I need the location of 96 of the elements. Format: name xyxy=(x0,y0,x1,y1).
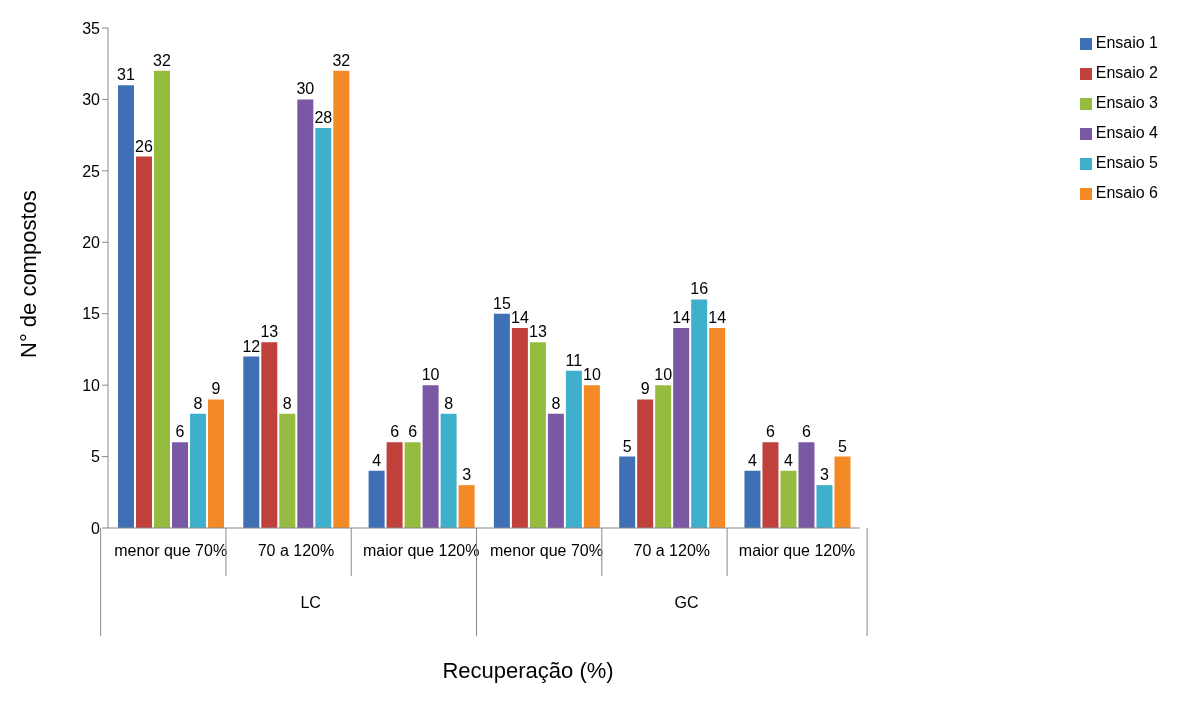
data-label: 8 xyxy=(551,394,561,412)
x-tick-label: maior que 120% xyxy=(738,542,856,559)
data-label: 10 xyxy=(582,366,601,384)
data-label: 9 xyxy=(640,380,650,398)
data-label: 10 xyxy=(421,366,440,384)
data-label: 5 xyxy=(838,437,848,455)
data-label: 8 xyxy=(193,394,203,412)
text: LC xyxy=(300,594,321,611)
bar xyxy=(118,85,135,528)
data-label: 14 xyxy=(708,309,727,326)
data-label: 6 xyxy=(390,423,400,441)
y-tick-label: 30 xyxy=(82,91,101,109)
data-label: 13 xyxy=(260,323,279,341)
data-label: 8 xyxy=(282,394,292,412)
bar xyxy=(190,413,207,528)
bar xyxy=(637,399,654,528)
bar xyxy=(529,342,546,528)
bar xyxy=(709,328,726,528)
data-label: 14 xyxy=(510,309,529,326)
bar xyxy=(547,413,564,528)
bar xyxy=(261,342,278,528)
bar xyxy=(655,385,672,528)
bar xyxy=(154,70,171,528)
bar xyxy=(368,470,385,528)
bar xyxy=(243,356,260,528)
data-label: 3 xyxy=(462,466,472,484)
legend-label: Ensaio 5 xyxy=(1095,154,1158,171)
data-label: 9 xyxy=(211,380,221,398)
data-label: 4 xyxy=(748,451,758,469)
bar xyxy=(208,399,225,528)
y-tick-label: 15 xyxy=(82,305,101,323)
bar xyxy=(511,328,528,528)
bar xyxy=(816,485,833,528)
bar xyxy=(834,456,851,528)
y-tick-label: 0 xyxy=(91,519,101,537)
x-tick-label: menor que 70% xyxy=(114,542,228,559)
bar xyxy=(333,70,350,528)
bar xyxy=(315,128,332,528)
data-label: 4 xyxy=(372,451,382,469)
data-label: 31 xyxy=(117,66,136,84)
bar xyxy=(565,370,582,528)
data-label: 8 xyxy=(444,394,454,412)
bar xyxy=(673,328,690,528)
x-tick-label: maior que 120% xyxy=(362,542,480,559)
data-label: 4 xyxy=(784,451,794,469)
bar xyxy=(493,313,510,528)
bar xyxy=(691,299,708,528)
y-tick-label: 35 xyxy=(82,19,101,37)
data-label: 10 xyxy=(654,366,673,384)
data-label: 14 xyxy=(672,309,691,326)
data-label: 6 xyxy=(766,423,776,441)
legend-label: Ensaio 2 xyxy=(1095,64,1158,81)
data-label: 26 xyxy=(135,137,154,155)
data-label: 30 xyxy=(296,80,315,98)
bar xyxy=(172,442,189,528)
y-axis-title: N° de compostos xyxy=(15,190,41,358)
y-tick-label: 20 xyxy=(82,233,101,251)
bar xyxy=(386,442,403,528)
x-tick-label: menor que 70% xyxy=(490,542,603,559)
legend-label: Ensaio 4 xyxy=(1095,124,1158,141)
bar xyxy=(619,456,636,528)
bar xyxy=(744,470,761,528)
bar xyxy=(136,156,153,528)
data-label: 28 xyxy=(314,109,333,126)
data-label: 5 xyxy=(622,437,632,455)
legend-label: Ensaio 1 xyxy=(1095,34,1158,51)
bar xyxy=(422,385,439,528)
data-label: 13 xyxy=(528,323,547,341)
bar xyxy=(279,413,296,528)
data-label: 32 xyxy=(332,51,351,69)
data-label: 6 xyxy=(408,423,418,441)
data-label: 16 xyxy=(690,280,709,298)
text: GC xyxy=(674,594,699,611)
legend-label: Ensaio 6 xyxy=(1095,184,1158,201)
bar xyxy=(440,413,457,528)
bar xyxy=(297,99,314,528)
bar xyxy=(798,442,815,528)
y-tick-label: 5 xyxy=(91,448,101,466)
bar xyxy=(458,485,475,528)
x-tick-label: 70 a 120% xyxy=(257,542,335,559)
y-tick-label: 25 xyxy=(82,162,101,180)
bar xyxy=(404,442,421,528)
data-label: 3 xyxy=(820,466,830,484)
x-tick-label: 70 a 120% xyxy=(633,542,711,559)
data-label: 6 xyxy=(175,423,185,441)
y-tick-label: 10 xyxy=(82,376,101,394)
x-axis-title: Recuperação (%) xyxy=(441,658,615,684)
bar xyxy=(762,442,779,528)
bar xyxy=(583,385,600,528)
bar xyxy=(780,470,797,528)
data-label: 11 xyxy=(565,351,583,369)
data-label: 15 xyxy=(492,294,511,312)
data-label: 6 xyxy=(802,423,812,441)
data-label: 12 xyxy=(242,337,261,355)
data-label: 32 xyxy=(153,51,172,69)
legend-label: Ensaio 3 xyxy=(1095,94,1158,111)
